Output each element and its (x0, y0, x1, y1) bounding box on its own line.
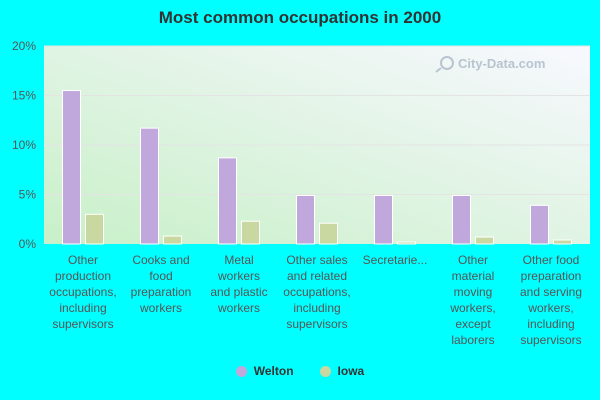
chart-title: Most common occupations in 2000 (158, 8, 442, 27)
bar-welton-6 (530, 204, 549, 245)
legend-label-iowa: Iowa (337, 364, 365, 378)
x-axis-labels: Other production occupations, including supe… (49, 253, 582, 347)
bar-welton-3 (296, 194, 315, 245)
bar-welton-5 (452, 194, 471, 245)
bar-iowa-1 (163, 235, 182, 245)
y-tick-label: 15% (12, 89, 36, 103)
legend: Welton Iowa (0, 364, 600, 378)
bar-iowa-2 (241, 220, 260, 245)
y-tick-label: 10% (12, 138, 36, 152)
y-tick-label: 20% (12, 39, 36, 53)
bar-iowa-5 (475, 236, 494, 245)
bar-iowa-4 (397, 241, 416, 245)
y-tick-label: 0% (19, 237, 37, 251)
bar-welton-4 (374, 194, 393, 245)
legend-item-iowa: Iowa (319, 364, 365, 378)
legend-label-welton: Welton (253, 364, 294, 378)
x-tick-label: Cooks and food preparation workers (131, 253, 192, 315)
legend-item-welton: Welton (235, 364, 294, 378)
legend-swatch-iowa (319, 365, 331, 377)
x-tick-label: Metal workers and plastic workers (210, 253, 267, 315)
gridlines (44, 45, 590, 195)
bar-welton-1 (140, 127, 159, 245)
y-axis-ticks: 0% 5% 10% 15% 20% (12, 39, 36, 251)
bar-welton-0 (62, 90, 81, 245)
x-tick-label: Other sales and related occupations, includ… (283, 253, 350, 331)
x-tick-label: Other food preparation and serving workers,… (520, 253, 582, 347)
watermark-search-icon-handle (435, 67, 442, 73)
bar-iowa-3 (319, 222, 338, 245)
watermark-search-icon (440, 56, 454, 70)
x-tick-label: Other material moving workers, except laborer… (449, 253, 495, 347)
bar-welton-2 (218, 157, 237, 245)
x-tick-label: Secretarie... (363, 253, 428, 267)
watermark: City-Data.com (435, 56, 545, 73)
x-tick-label: Other production occupations, including supe… (49, 253, 116, 331)
legend-swatch-welton (235, 365, 247, 377)
bar-iowa-6 (553, 239, 572, 245)
y-tick-label: 5% (19, 188, 37, 202)
watermark-text: City-Data.com (458, 56, 545, 71)
bars (62, 90, 572, 245)
bar-iowa-0 (85, 213, 104, 245)
